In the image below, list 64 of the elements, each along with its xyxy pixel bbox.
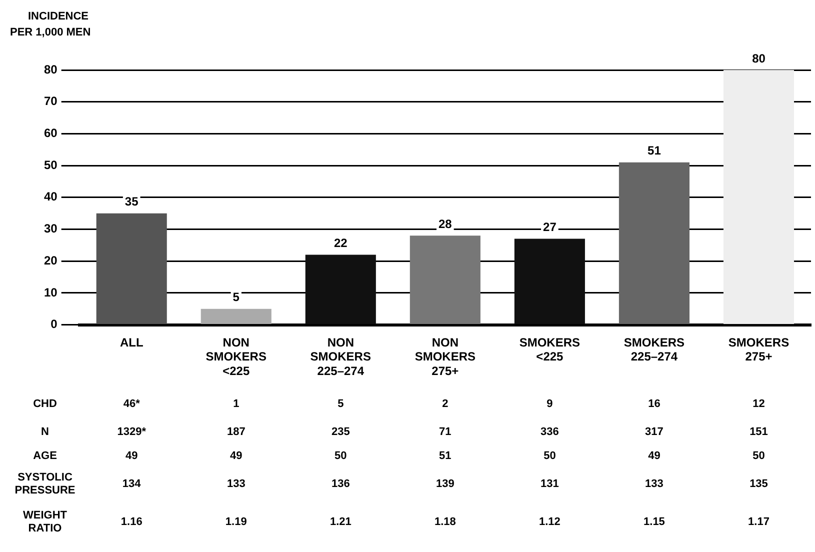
y-tick-label: 20 bbox=[44, 253, 58, 268]
text: 50 bbox=[544, 450, 556, 462]
text: 49 bbox=[648, 450, 660, 462]
x-tick-label: SMOKERS 275+ bbox=[728, 335, 790, 364]
text: 51 bbox=[439, 450, 452, 462]
text: SYSTOLIC PRESSURE bbox=[14, 472, 76, 497]
text: 1 bbox=[233, 398, 240, 410]
text: 136 bbox=[331, 478, 350, 490]
text: 1.18 bbox=[434, 516, 456, 528]
text: 1.12 bbox=[538, 516, 560, 528]
y-tick-label: 30 bbox=[44, 222, 58, 236]
y-tick-label: 80 bbox=[44, 62, 58, 76]
text: 1.15 bbox=[644, 516, 665, 528]
text: 71 bbox=[439, 426, 452, 438]
x-tick-label: SMOKERS 225–274 bbox=[624, 335, 685, 364]
text: 50 bbox=[752, 450, 765, 462]
y-tick-label: 0 bbox=[50, 317, 58, 332]
data-label: 28 bbox=[438, 216, 452, 231]
text: 336 bbox=[540, 426, 559, 438]
text: WEIGHT RATIO bbox=[23, 510, 68, 535]
text: 187 bbox=[226, 426, 246, 438]
text: N bbox=[41, 426, 50, 438]
text: AGE bbox=[33, 450, 57, 462]
data-label: 51 bbox=[648, 144, 662, 158]
text: 151 bbox=[750, 426, 768, 438]
text: 1.21 bbox=[330, 516, 352, 528]
text: 1.16 bbox=[120, 516, 142, 528]
text: 5 bbox=[338, 398, 344, 410]
text: 1329* bbox=[117, 426, 147, 438]
text: 2 bbox=[442, 398, 448, 410]
text: 49 bbox=[125, 450, 138, 462]
text: 134 bbox=[122, 478, 142, 490]
text: 139 bbox=[436, 478, 454, 490]
text: 1.17 bbox=[748, 516, 770, 528]
y-tick-label: 10 bbox=[44, 285, 58, 300]
text: 133 bbox=[226, 478, 246, 490]
y-tick-label: 60 bbox=[44, 126, 58, 140]
x-tick-label: NON SMOKERS <225 bbox=[206, 335, 266, 378]
text: 49 bbox=[230, 450, 242, 462]
text: 46* bbox=[123, 398, 141, 410]
data-label: 35 bbox=[124, 194, 139, 209]
text: 317 bbox=[645, 426, 664, 438]
y-tick-label: 70 bbox=[44, 94, 58, 108]
y-tick-label: 40 bbox=[44, 190, 58, 204]
x-tick-label: NON SMOKERS 275+ bbox=[414, 335, 476, 378]
x-tick-label: ALL bbox=[120, 335, 144, 350]
text: CHD bbox=[33, 398, 57, 410]
text: 135 bbox=[750, 478, 768, 490]
data-label: 22 bbox=[334, 236, 348, 250]
data-label: 5 bbox=[232, 290, 240, 304]
data-label: 27 bbox=[543, 220, 557, 234]
text: 12 bbox=[752, 398, 765, 410]
x-tick-label: SMOKERS <225 bbox=[519, 335, 580, 364]
text: 235 bbox=[331, 426, 350, 438]
y-tick-label: 50 bbox=[44, 158, 58, 172]
x-tick-label: NON SMOKERS 225–274 bbox=[310, 335, 371, 378]
text: 16 bbox=[648, 398, 660, 410]
text: 133 bbox=[645, 478, 664, 490]
y-axis-title: INCIDENCE PER 1,000 MEN bbox=[10, 10, 91, 39]
text: 131 bbox=[540, 478, 559, 490]
text: 1.19 bbox=[225, 516, 247, 528]
data-label: 80 bbox=[752, 51, 766, 66]
text: 9 bbox=[546, 398, 553, 410]
text: 50 bbox=[334, 450, 347, 462]
